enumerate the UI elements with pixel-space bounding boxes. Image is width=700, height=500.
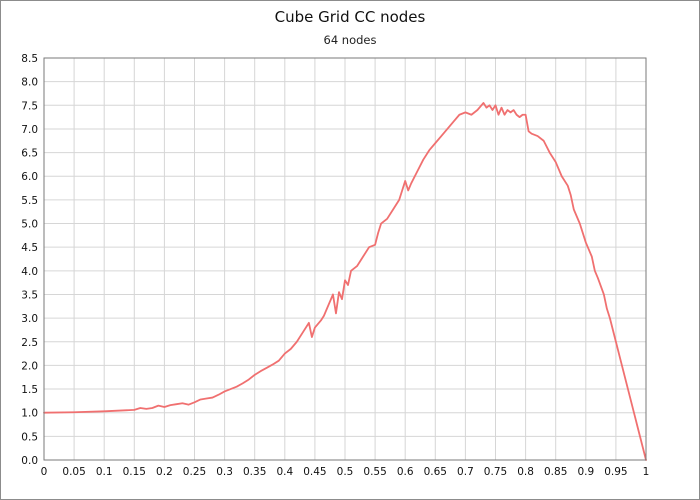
y-tick-label: 3.5 bbox=[21, 289, 38, 301]
y-tick-label: 3.0 bbox=[21, 313, 38, 325]
y-tick-label: 8.5 bbox=[21, 53, 38, 65]
x-tick-label: 0.3 bbox=[216, 466, 233, 478]
y-tick-label: 2.0 bbox=[21, 360, 38, 372]
x-tick-label: 0.4 bbox=[276, 466, 293, 478]
x-tick-label: 0.2 bbox=[156, 466, 173, 478]
x-tick-label: 0.7 bbox=[457, 466, 474, 478]
y-tick-label: 6.0 bbox=[21, 171, 38, 183]
y-tick-label: 8.0 bbox=[21, 77, 38, 89]
x-tick-label: 0.95 bbox=[604, 466, 627, 478]
x-tick-label: 0.1 bbox=[96, 466, 113, 478]
y-tick-label: 7.5 bbox=[21, 100, 38, 112]
y-tick-label: 1.5 bbox=[21, 384, 38, 396]
x-tick-label: 0.55 bbox=[363, 466, 386, 478]
y-tick-label: 6.5 bbox=[21, 148, 38, 160]
y-tick-label: 7.0 bbox=[21, 124, 38, 136]
x-tick-label: 0.05 bbox=[62, 466, 85, 478]
plot-border bbox=[43, 57, 647, 461]
series-group bbox=[43, 102, 647, 461]
y-tick-label: 0.0 bbox=[21, 455, 38, 467]
chart-subtitle: 64 nodes bbox=[323, 33, 377, 47]
series-line-0 bbox=[43, 102, 647, 461]
chart-title: Cube Grid CC nodes bbox=[274, 8, 426, 26]
x-tick-label: 0.65 bbox=[424, 466, 447, 478]
x-axis: 0 0.05 0.1 0.15 0.2 0.25 0.3 0.35 0.4 0.45 0.5 0.55… bbox=[41, 466, 650, 478]
x-tick-label: 0.9 bbox=[577, 466, 594, 478]
x-tick-label: 0.45 bbox=[303, 466, 326, 478]
x-tick-label: 0.8 bbox=[517, 466, 534, 478]
x-tick-label: 0.15 bbox=[123, 466, 146, 478]
grid-lines bbox=[43, 57, 647, 461]
x-tick-label: 0.35 bbox=[243, 466, 266, 478]
y-tick-label: 1.0 bbox=[21, 408, 38, 420]
x-tick-label: 0.5 bbox=[337, 466, 354, 478]
y-tick-label: 0.5 bbox=[21, 431, 38, 443]
x-tick-label: 0.6 bbox=[397, 466, 414, 478]
y-tick-label: 5.5 bbox=[21, 195, 38, 207]
y-axis: 0.0 0.5 1.0 1.5 2.0 2.5 3.0 3.5 4.0 4.5 5.0 5.5 6.0 6… bbox=[21, 53, 38, 467]
y-tick-label: 2.5 bbox=[21, 337, 38, 349]
y-tick-label: 5.0 bbox=[21, 219, 38, 231]
x-tick-label: 0.85 bbox=[544, 466, 567, 478]
x-tick-label: 0 bbox=[41, 466, 48, 478]
x-tick-label: 0.75 bbox=[484, 466, 507, 478]
y-tick-label: 4.0 bbox=[21, 266, 38, 278]
x-tick-label: 1 bbox=[643, 466, 650, 478]
x-tick-label: 0.25 bbox=[183, 466, 206, 478]
y-tick-label: 4.5 bbox=[21, 242, 38, 254]
